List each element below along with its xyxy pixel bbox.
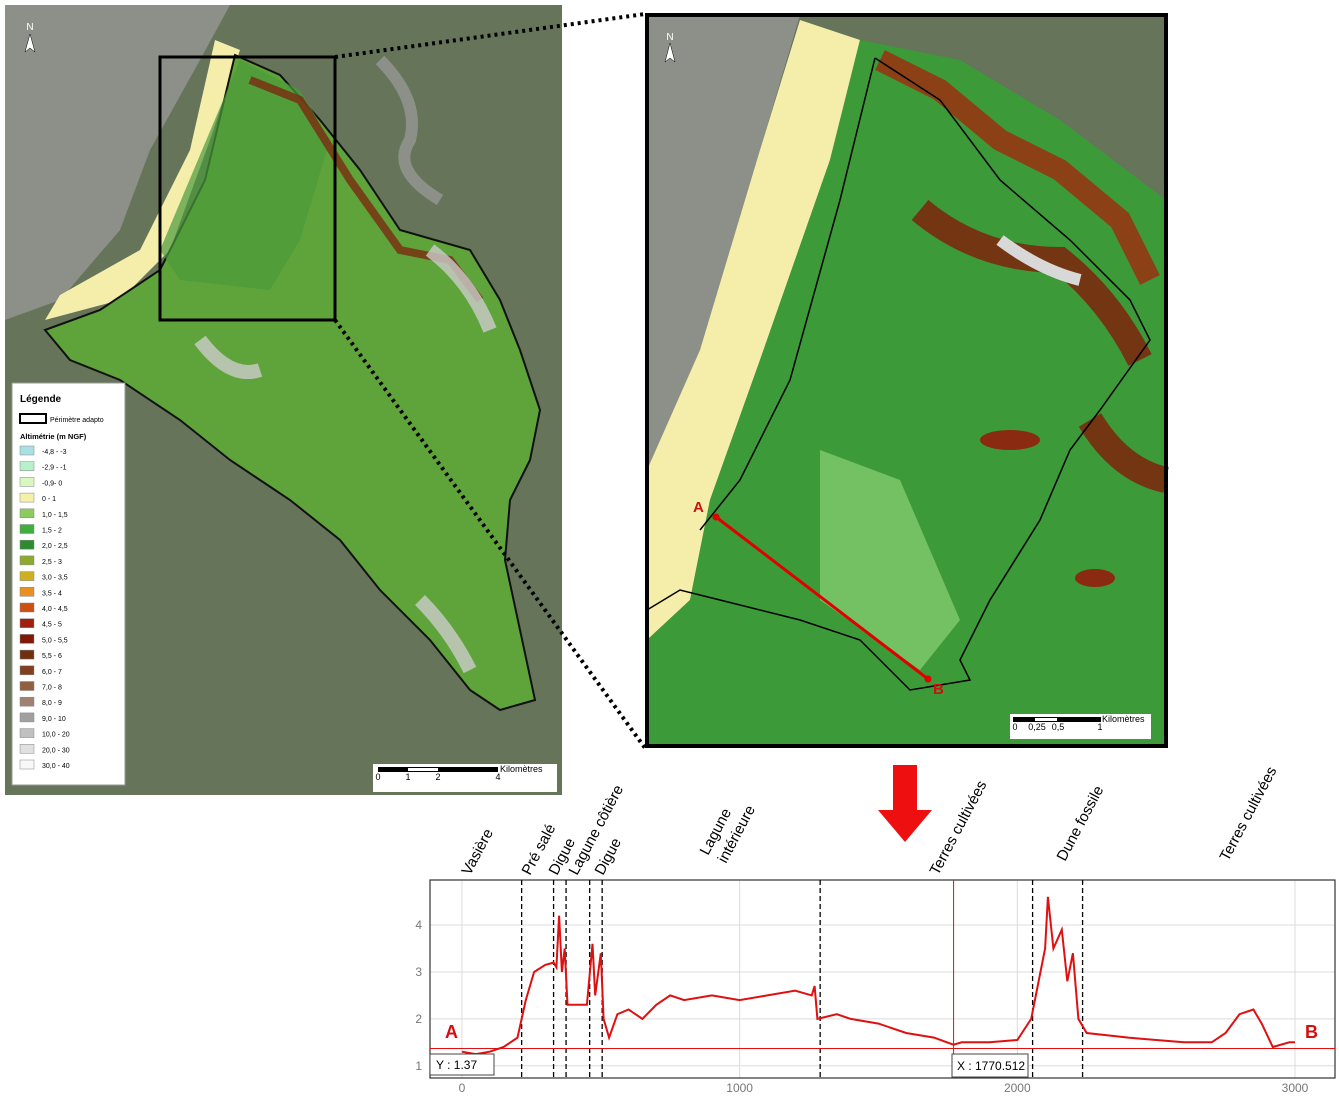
legend-swatch (20, 540, 34, 549)
legend-title: Légende (20, 394, 62, 405)
legend-swatch (20, 666, 34, 675)
legend-swatch (20, 556, 34, 565)
legend-swatch (20, 462, 34, 471)
legend-label: 3,5 - 4 (42, 590, 62, 597)
legend-swatch (20, 650, 34, 659)
legend-swatch (20, 682, 34, 691)
scale-label: 0 (1012, 722, 1017, 732)
legend-swatch (20, 509, 34, 518)
zone-label: Dune fossile (1054, 783, 1108, 864)
endpoint-label: A (445, 1022, 458, 1042)
legend-label: 1,5 - 2 (42, 528, 62, 535)
y-tick-label: 4 (415, 918, 422, 932)
legend-swatch (20, 619, 34, 628)
north-label: N (26, 22, 33, 33)
point-a: A (693, 499, 704, 516)
cursor-x-label: X : 1770.512 (957, 1059, 1025, 1073)
legend-swatch (20, 744, 34, 753)
perimeter-label: Périmètre adapto (50, 417, 104, 424)
y-tick-label: 1 (415, 1059, 422, 1073)
legend-label: 10,0 - 20 (42, 732, 70, 739)
legend-swatch (20, 477, 34, 486)
legend-label: 6,0 - 7 (42, 669, 62, 676)
y-tick-label: 3 (415, 965, 422, 979)
x-tick-label: 0 (459, 1081, 466, 1095)
x-tick-label: 3000 (1282, 1081, 1309, 1095)
legend-label: 7,0 - 8 (42, 685, 62, 692)
dune-patch (1075, 569, 1115, 587)
legend-label: 3,0 - 3,5 (42, 575, 68, 582)
scale-unit: Kilomètres (500, 764, 543, 774)
legend-label: 20,0 - 30 (42, 747, 70, 754)
legend-label: 9,0 - 10 (42, 716, 66, 723)
scale-bar-segment (408, 768, 438, 771)
legend-swatch (20, 525, 34, 534)
legend-label: 2,0 - 2,5 (42, 543, 68, 550)
legend-swatch (20, 697, 34, 706)
legend-swatch (20, 493, 34, 502)
legend-swatch (20, 760, 34, 769)
legend-swatch (20, 729, 34, 738)
scale-unit: Kilomètres (1102, 714, 1145, 724)
transect-end (925, 676, 932, 683)
cursor-y-label: Y : 1.37 (436, 1058, 477, 1072)
legend-label: 1,0 - 1,5 (42, 512, 68, 519)
down-arrow (878, 765, 932, 842)
legend-label: 4,5 - 5 (42, 622, 62, 629)
x-tick-label: 1000 (726, 1081, 753, 1095)
legend-swatch (20, 446, 34, 455)
legend-label: 5,5 - 6 (42, 653, 62, 660)
legend-label: -4,8 - -3 (42, 449, 67, 456)
scale-label: 1 (405, 772, 410, 782)
scale-label: 0,5 (1052, 722, 1065, 732)
zone-label: Vasière (459, 826, 497, 878)
legend-label: 5,0 - 5,5 (42, 637, 68, 644)
legend-label: 30,0 - 40 (42, 763, 70, 770)
legend-label: -0,9- 0 (42, 480, 62, 487)
zone-label: Terres cultivées (927, 778, 991, 878)
scale-bar-segment (1035, 718, 1057, 721)
dune-patch (980, 430, 1040, 450)
classes-title: Altimétrie (m NGF) (20, 432, 87, 441)
point-b: B (933, 681, 944, 698)
legend-swatch (20, 587, 34, 596)
left-map: N Légende Périmètre adapto Altimétrie (m… (5, 5, 562, 795)
scale-label: 0 (375, 772, 380, 782)
x-tick-label: 2000 (1004, 1081, 1031, 1095)
legend-swatch (20, 713, 34, 722)
profile-chart: 0 1000 2000 3000 1 2 3 4 Y : 1.37 X : 1770.512 A B V… (415, 764, 1335, 1095)
legend-label: 0 - 1 (42, 496, 56, 503)
legend-swatch (20, 634, 34, 643)
legend-box (12, 383, 125, 785)
endpoint-label: B (1305, 1022, 1318, 1042)
legend-label: -2,9 - -1 (42, 465, 67, 472)
zone-label: Terres cultivées (1217, 764, 1281, 864)
figure: N Légende Périmètre adapto Altimétrie (m… (0, 0, 1339, 1095)
y-tick-label: 2 (415, 1012, 422, 1026)
legend-label: 2,5 - 3 (42, 559, 62, 566)
legend-label: 4,0 - 4,5 (42, 606, 68, 613)
scale-label: 2 (435, 772, 440, 782)
page: N Légende Périmètre adapto Altimétrie (m… (0, 0, 1339, 1100)
legend-swatch (20, 572, 34, 581)
north-label: N (666, 32, 673, 43)
legend-label: 8,0 - 9 (42, 700, 62, 707)
transect-end (713, 514, 720, 521)
scale-label: 0,25 (1028, 722, 1046, 732)
legend-swatch (20, 603, 34, 612)
